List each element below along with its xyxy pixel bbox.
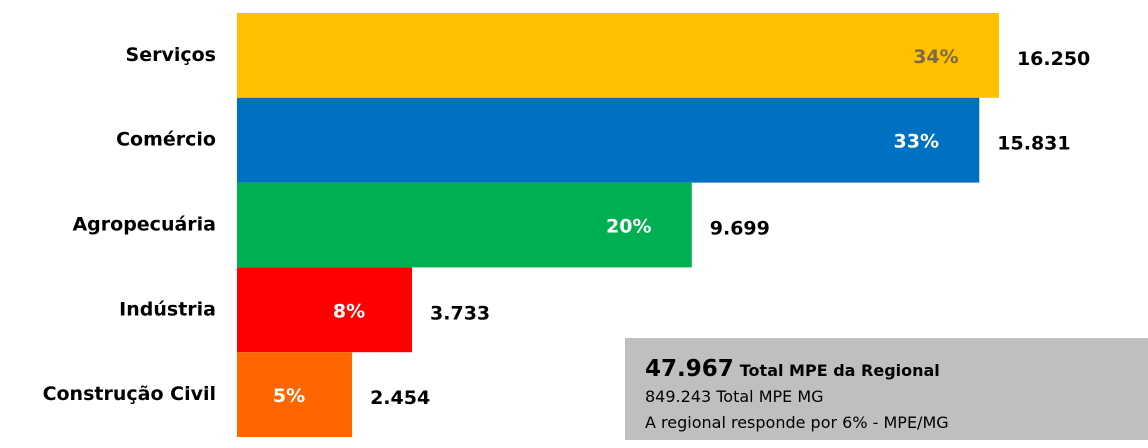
value-label: 2.454 [370, 387, 430, 409]
share-label: 8% [333, 300, 365, 322]
bar [237, 267, 413, 353]
share-label: 20% [606, 216, 651, 238]
category-label: Construção Civil [43, 383, 216, 405]
bar [237, 182, 692, 268]
category-label: Agropecuária [72, 214, 216, 236]
info-line-1: 47.967 Total MPE da Regional [645, 356, 940, 382]
share-label: 34% [913, 46, 958, 68]
share-label: 33% [894, 131, 939, 153]
info-box [625, 338, 1148, 440]
total: 47.967 [645, 356, 734, 382]
category-label: Serviços [126, 44, 216, 66]
bar [237, 352, 353, 437]
total-label: Total MPE da Regional [740, 361, 940, 380]
category-label: Indústria [119, 298, 216, 320]
value-label: 3.733 [430, 302, 490, 324]
value-label: 15.831 [997, 133, 1070, 155]
info-line-3: A regional responde por 6% - MPE/MG [645, 413, 949, 432]
bar [237, 13, 999, 98]
info-line-2: 849.243 Total MPE MG [645, 387, 824, 406]
category-label: Comércio [116, 129, 216, 151]
value-label: 16.250 [1017, 48, 1090, 70]
bar [237, 97, 980, 183]
value-label: 9.699 [710, 218, 770, 240]
share-label: 5% [273, 385, 305, 407]
